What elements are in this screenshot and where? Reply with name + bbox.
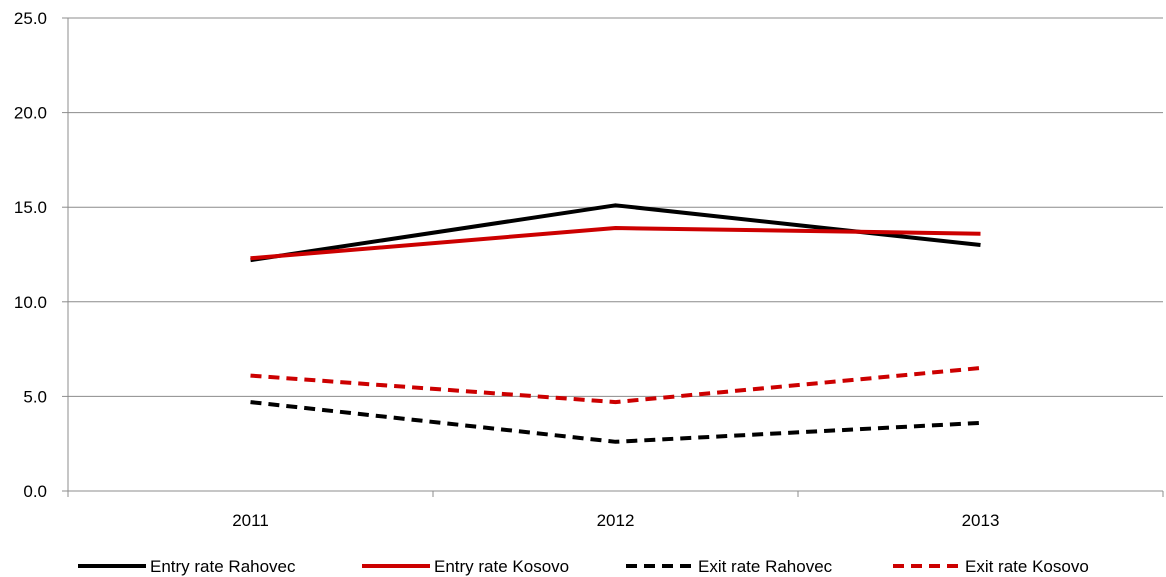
legend-label: Exit rate Kosovo [965,557,1089,576]
x-tick-label: 2012 [597,511,635,530]
y-axis-tick-labels: 0.0 5.0 10.0 15.0 20.0 25.0 [14,9,47,501]
legend-label: Entry rate Kosovo [434,557,569,576]
series-line-4 [250,366,981,405]
x-tick-label: 2013 [962,511,1000,530]
y-tick-label: 5.0 [23,387,47,406]
axes [62,17,1164,497]
series-line-2 [250,226,981,261]
y-tick-label: 20.0 [14,104,47,123]
x-tick-label: 2011 [232,511,269,530]
series-line-3 [250,400,981,444]
y-tick-label: 25.0 [14,9,47,28]
x-axis-tick-labels: 2011 2012 2013 [232,511,999,530]
legend-label: Exit rate Rahovec [698,557,833,576]
legend: Entry rate Rahovec Entry rate Kosovo Exit … [78,557,1089,576]
y-tick-label: 10.0 [14,293,47,312]
series-lines [250,203,981,444]
y-tick-label: 0.0 [23,482,47,501]
y-tick-label: 15.0 [14,198,47,217]
legend-label: Entry rate Rahovec [150,557,296,576]
